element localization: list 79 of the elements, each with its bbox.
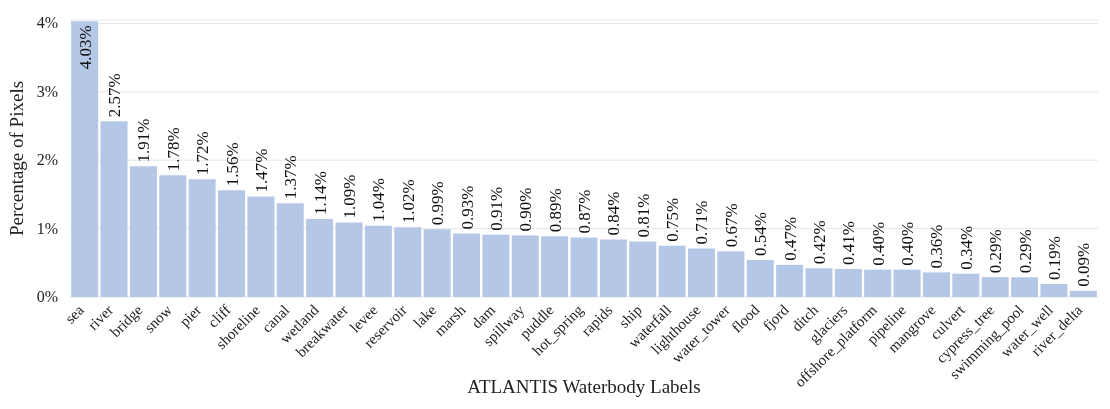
data-label: 0.91% [486,186,506,231]
data-label: 0.34% [956,225,976,270]
data-label: 1.37% [281,155,301,200]
bar [658,245,686,297]
bar [952,273,980,297]
data-label: 0.19% [1044,236,1064,280]
data-label: 1.72% [193,131,213,176]
bar [364,225,392,297]
bar [71,21,99,297]
data-label: 0.47% [780,216,800,261]
bar [541,236,569,297]
data-label: 0.99% [428,181,448,226]
data-label: 0.40% [898,221,918,266]
bar [746,260,774,297]
bar [922,272,950,297]
y-tick-label: 4% [36,14,58,32]
bar [394,227,422,297]
bar [100,121,128,297]
bar [159,175,187,297]
data-label: 0.75% [663,197,683,242]
y-tick-label: 0% [36,288,58,305]
data-label: 0.41% [839,221,859,265]
data-label: 1.04% [369,177,389,222]
data-label: 1.02% [398,179,418,224]
data-label: 1.47% [251,148,271,193]
data-label: 1.56% [222,142,242,187]
bar [129,166,157,297]
bar [599,239,627,297]
data-label: 1.91% [134,118,154,163]
bar [834,268,862,297]
bar [570,237,598,297]
y-tick-label: 2% [36,151,58,169]
data-label: 0.09% [1074,242,1094,287]
bar [629,241,657,297]
bar [218,190,246,297]
bar [335,222,363,297]
data-label: 1.09% [340,174,360,219]
data-label: 0.67% [721,203,741,248]
bar [776,264,804,297]
bar [511,235,539,297]
bar [717,251,745,297]
data-label: 0.81% [633,193,653,238]
bar [981,277,1009,297]
bar [482,234,510,297]
data-label: 0.87% [574,189,594,234]
bar [276,203,304,297]
data-label: 1.78% [163,127,183,172]
bar [893,269,921,297]
bar [188,179,216,297]
data-label: 0.90% [516,187,536,232]
bar [687,248,715,297]
bar [1040,284,1068,297]
data-label: 0.42% [809,220,829,265]
data-label: 0.40% [868,221,888,266]
bar [1069,290,1097,297]
y-tick-label: 1% [36,219,58,237]
data-label: 4.03% [75,25,95,70]
data-label: 0.36% [927,224,947,269]
bar [306,219,334,297]
data-label: 1.14% [310,171,330,216]
x-axis-title: ATLANTIS Waterbody Labels [467,376,701,397]
bar [453,233,480,297]
data-label: 2.57% [105,73,125,118]
data-label: 0.29% [986,229,1006,274]
data-label: 0.93% [457,185,477,230]
data-label: 0.84% [604,191,624,236]
y-tick-label: 3% [36,82,58,100]
x-tick-label: pier [176,301,205,330]
data-label: 0.89% [545,188,565,233]
bar [1011,277,1039,297]
y-axis-title: Percentage of Pixels [5,80,27,237]
bar [864,269,892,297]
bar [423,229,451,297]
data-label: 0.54% [751,212,771,257]
data-label: 0.29% [1015,229,1035,274]
data-label: 0.71% [692,200,712,245]
bar [805,268,833,297]
x-tick-label: sea [61,301,88,327]
bar [247,196,275,297]
